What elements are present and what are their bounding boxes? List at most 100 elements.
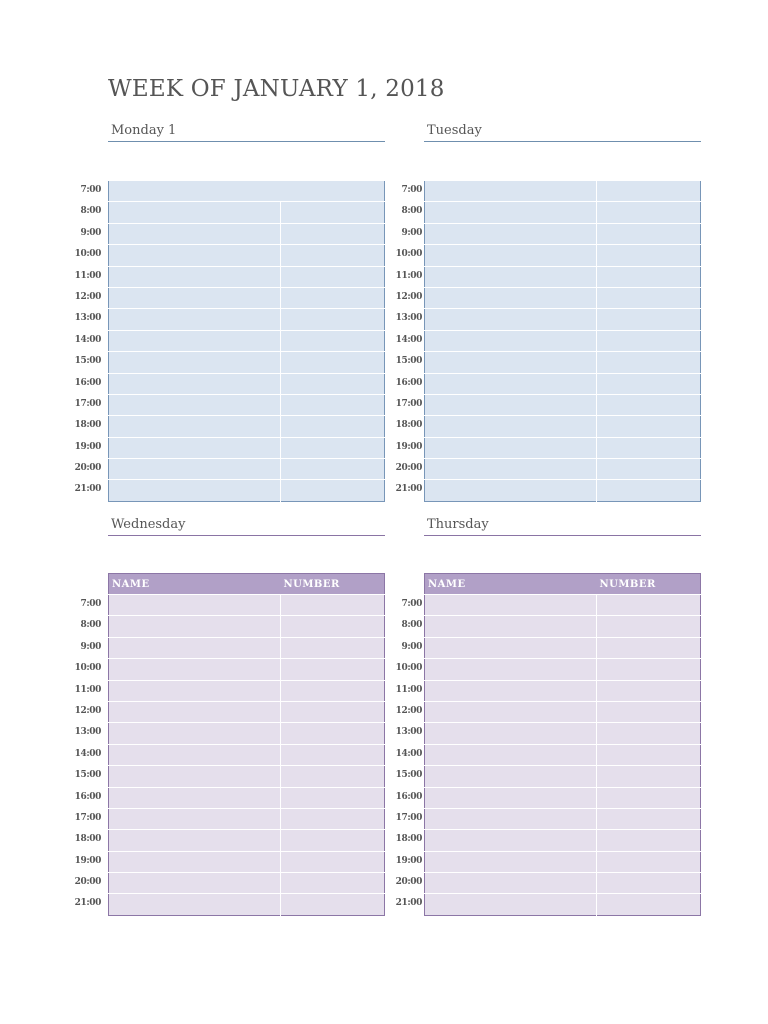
name-cell[interactable] [108, 786, 281, 809]
number-cell[interactable] [596, 222, 701, 245]
number-cell[interactable] [596, 872, 701, 894]
number-cell[interactable] [596, 850, 701, 873]
number-cell[interactable] [596, 265, 701, 288]
name-cell[interactable] [424, 436, 597, 459]
name-cell[interactable] [424, 743, 597, 766]
name-cell[interactable] [424, 807, 597, 830]
number-cell[interactable] [596, 201, 701, 224]
number-cell[interactable] [280, 286, 385, 309]
name-cell[interactable] [108, 415, 281, 438]
name-cell[interactable] [108, 743, 281, 766]
name-cell[interactable] [108, 722, 281, 745]
name-cell[interactable] [424, 393, 597, 416]
number-cell[interactable] [280, 329, 385, 352]
number-cell[interactable] [280, 765, 385, 788]
name-cell[interactable] [108, 700, 281, 723]
name-cell[interactable] [108, 593, 281, 616]
name-cell[interactable] [108, 265, 281, 288]
number-cell[interactable] [596, 458, 701, 480]
name-cell[interactable] [424, 244, 597, 267]
number-cell[interactable] [596, 415, 701, 438]
name-cell[interactable] [108, 458, 281, 480]
name-cell[interactable] [424, 679, 597, 702]
number-cell[interactable] [596, 436, 701, 459]
number-cell[interactable] [280, 893, 385, 916]
name-cell[interactable] [424, 636, 597, 659]
name-cell[interactable] [424, 786, 597, 809]
name-cell[interactable] [424, 850, 597, 873]
name-cell[interactable] [424, 593, 597, 616]
number-cell[interactable] [280, 265, 385, 288]
number-cell[interactable] [596, 615, 701, 638]
name-cell[interactable] [108, 372, 281, 395]
number-cell[interactable] [596, 179, 701, 202]
name-cell[interactable] [108, 829, 281, 852]
number-cell[interactable] [280, 201, 385, 224]
number-cell[interactable] [280, 244, 385, 267]
name-cell[interactable] [424, 872, 597, 894]
number-cell[interactable] [280, 593, 385, 616]
number-cell[interactable] [280, 658, 385, 681]
number-cell[interactable] [280, 743, 385, 766]
name-cell[interactable] [108, 872, 281, 894]
number-cell[interactable] [280, 393, 385, 416]
number-cell[interactable] [596, 807, 701, 830]
name-cell[interactable] [108, 393, 281, 416]
number-cell[interactable] [596, 658, 701, 681]
number-cell[interactable] [596, 743, 701, 766]
name-cell[interactable] [424, 179, 597, 202]
name-cell[interactable] [108, 308, 281, 331]
number-cell[interactable] [596, 351, 701, 374]
name-cell[interactable] [108, 201, 281, 224]
number-cell[interactable] [596, 700, 701, 723]
name-cell[interactable] [424, 658, 597, 681]
number-cell[interactable] [596, 308, 701, 331]
name-cell[interactable] [108, 765, 281, 788]
number-cell[interactable] [280, 850, 385, 873]
name-cell[interactable] [424, 201, 597, 224]
name-cell[interactable] [424, 415, 597, 438]
number-cell[interactable] [280, 415, 385, 438]
number-cell[interactable] [280, 436, 385, 459]
number-cell[interactable] [596, 393, 701, 416]
name-cell[interactable] [108, 850, 281, 873]
number-cell[interactable] [280, 700, 385, 723]
name-cell[interactable] [424, 893, 597, 916]
name-cell[interactable] [424, 265, 597, 288]
name-cell[interactable] [424, 615, 597, 638]
name-cell[interactable] [108, 479, 281, 502]
name-cell[interactable] [108, 286, 281, 309]
number-cell[interactable] [596, 722, 701, 745]
name-cell[interactable] [108, 329, 281, 352]
name-cell[interactable] [108, 244, 281, 267]
number-cell[interactable] [596, 786, 701, 809]
name-cell[interactable] [108, 615, 281, 638]
name-cell[interactable] [108, 436, 281, 459]
name-cell[interactable] [424, 700, 597, 723]
number-cell[interactable] [596, 244, 701, 267]
name-cell[interactable] [108, 807, 281, 830]
number-cell[interactable] [596, 893, 701, 916]
number-cell[interactable] [596, 329, 701, 352]
name-cell[interactable] [108, 893, 281, 916]
number-cell[interactable] [280, 222, 385, 245]
number-cell[interactable] [280, 807, 385, 830]
number-cell[interactable] [280, 636, 385, 659]
number-cell[interactable] [596, 372, 701, 395]
name-cell[interactable] [424, 308, 597, 331]
name-cell[interactable] [108, 658, 281, 681]
entry-cell[interactable] [108, 179, 385, 202]
number-cell[interactable] [280, 615, 385, 638]
number-cell[interactable] [596, 479, 701, 502]
number-cell[interactable] [596, 829, 701, 852]
number-cell[interactable] [596, 679, 701, 702]
number-cell[interactable] [280, 786, 385, 809]
name-cell[interactable] [424, 286, 597, 309]
name-cell[interactable] [424, 372, 597, 395]
number-cell[interactable] [596, 636, 701, 659]
name-cell[interactable] [108, 679, 281, 702]
number-cell[interactable] [280, 829, 385, 852]
number-cell[interactable] [280, 479, 385, 502]
number-cell[interactable] [280, 722, 385, 745]
number-cell[interactable] [596, 286, 701, 309]
